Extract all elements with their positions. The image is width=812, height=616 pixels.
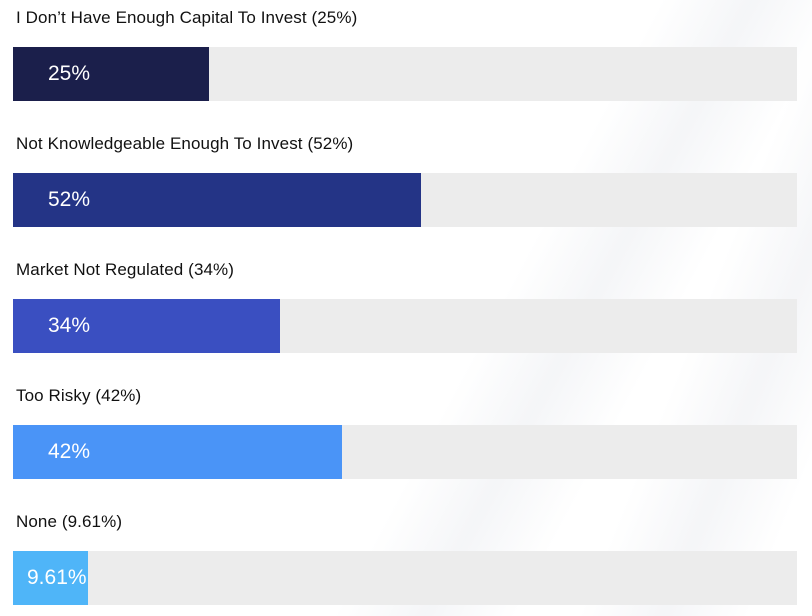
bar-fill (13, 173, 421, 227)
bar-track: 9.61% (13, 551, 797, 605)
bar-row: Too Risky (42%) 42% (0, 378, 812, 488)
category-label: Not Knowledgeable Enough To Invest (52%) (16, 134, 354, 153)
category-label: Too Risky (42%) (16, 386, 142, 405)
bar-value-label: 34% (48, 314, 91, 337)
category-label: None (9.61%) (16, 512, 123, 531)
bar-row: None (9.61%) 9.61% (0, 504, 812, 614)
bar-track: 42% (13, 425, 797, 479)
bar-value-label: 52% (48, 188, 91, 211)
bar-row: Not Knowledgeable Enough To Invest (52%)… (0, 126, 812, 236)
bar-row: Market Not Regulated (34%) 34% (0, 252, 812, 362)
bar-track: 34% (13, 299, 797, 353)
bar-track: 52% (13, 173, 797, 227)
bar-fill (13, 47, 209, 101)
bar-value-label: 25% (48, 62, 91, 85)
category-label: I Don’t Have Enough Capital To Invest (2… (16, 8, 358, 27)
bar-value-label: 42% (48, 440, 91, 463)
bar-row: I Don’t Have Enough Capital To Invest (2… (0, 0, 812, 110)
bar-fill (13, 299, 280, 353)
bar-fill (13, 425, 342, 479)
bar-fill (13, 551, 88, 605)
category-label: Market Not Regulated (34%) (16, 260, 235, 279)
bar-value-label: 9.61% (27, 566, 87, 589)
bar-track: 25% (13, 47, 797, 101)
